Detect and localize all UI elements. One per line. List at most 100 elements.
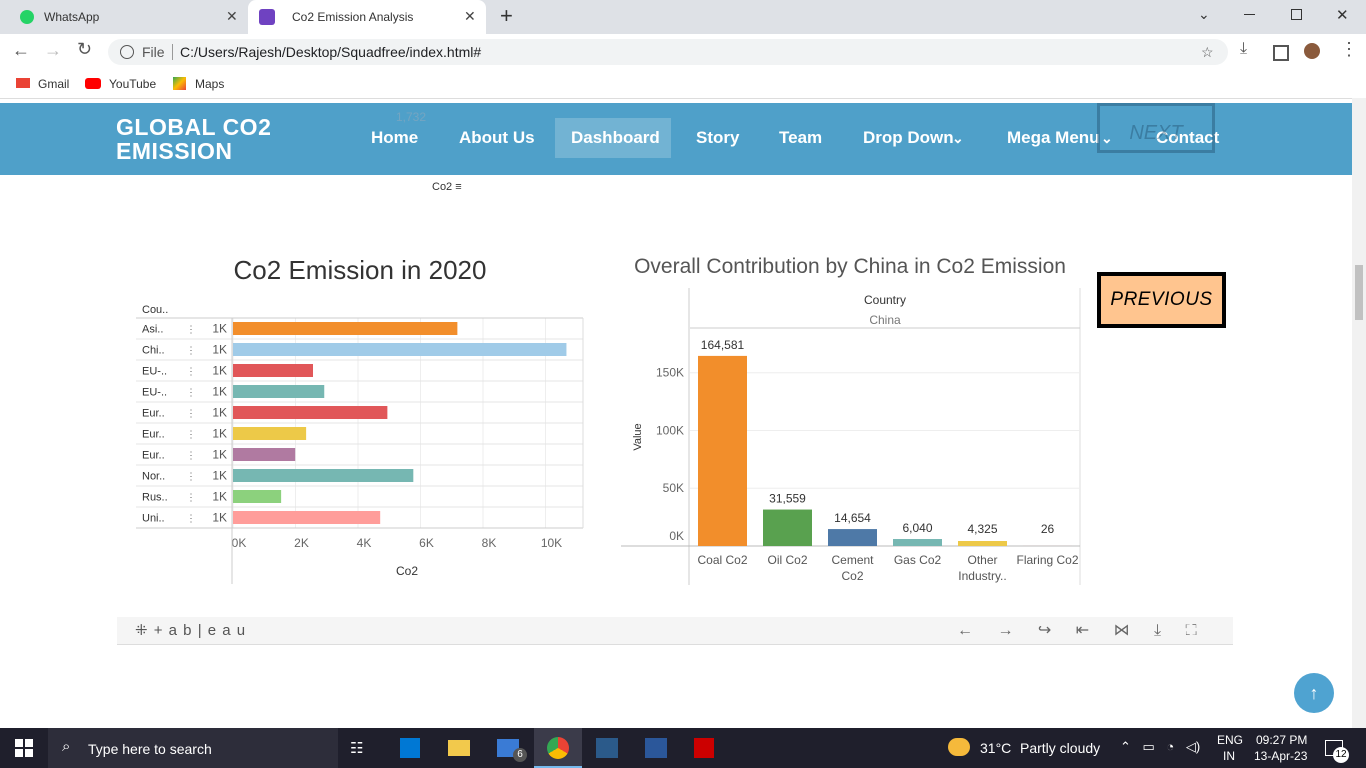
value-label: 6,040 (902, 521, 932, 535)
category-label: Asi.. (142, 324, 163, 336)
downloads[interactable]: ⤓ (1240, 40, 1248, 57)
app-icon[interactable] (596, 738, 618, 758)
x-tick-label: 4K (357, 536, 372, 550)
bar (233, 343, 567, 356)
clock-time[interactable]: 09:27 PM (1256, 733, 1308, 747)
column-value: China (869, 313, 901, 327)
notification-count: 12 (1333, 747, 1349, 763)
category-label: Eur.. (142, 429, 165, 441)
close-tab[interactable]: ✕ (464, 8, 476, 24)
bar (233, 448, 296, 461)
url: C:/Users/Rajesh/Desktop/Squadfree/index.… (180, 44, 482, 60)
row-label: 1K (212, 364, 227, 378)
nav-link[interactable]: Team (779, 128, 823, 147)
tab[interactable]: WhatsApp (0, 0, 246, 34)
row-label: 1K (212, 427, 227, 441)
forward[interactable]: → (44, 40, 62, 60)
store-icon[interactable] (400, 738, 420, 758)
close-window[interactable]: ✕ (1336, 7, 1349, 24)
next-button[interactable]: NEXT (1097, 103, 1215, 153)
search-box[interactable]: ⌕ Type here to search (48, 728, 338, 768)
scheme-label: File (142, 44, 165, 60)
row-label: 1K (212, 385, 227, 399)
temperature[interactable]: 31°C (980, 740, 1012, 756)
reload[interactable]: ↻ (77, 39, 93, 59)
tray-icons[interactable]: ⌃ ▭ ◔ ◁) (1120, 739, 1201, 754)
back-to-top[interactable]: ↑ (1294, 673, 1334, 713)
gmail-icon (16, 78, 30, 88)
nav-link[interactable]: Drop Down (863, 128, 954, 147)
row-icon: ⋮ (186, 493, 196, 504)
clock-date[interactable]: 13-Apr-23 (1254, 749, 1308, 763)
x-tick-label: 0K (232, 536, 247, 550)
chrome-icon (547, 737, 569, 759)
bookmark[interactable]: Gmail (38, 77, 70, 91)
menu[interactable]: ⋮ (1340, 39, 1358, 59)
sort-label[interactable]: Co2 ≡ (432, 181, 462, 193)
tab-active[interactable]: Co2 Emission Analysis (248, 0, 486, 34)
category-label: Chi.. (142, 345, 165, 357)
row-icon: ⋮ (186, 367, 196, 378)
bootstrap-icon (259, 9, 275, 25)
category-label: Nor.. (142, 471, 165, 483)
y-tick-label: 50K (663, 481, 684, 495)
back[interactable]: ← (12, 40, 30, 60)
y-axis-title: Value (632, 423, 644, 450)
category-label: Eur.. (142, 450, 165, 462)
bookmark-star[interactable]: ☆ (1201, 44, 1214, 60)
nav-link[interactable]: Mega Menu (1007, 128, 1100, 147)
word-icon[interactable] (645, 738, 667, 758)
previous-label: PREVIOUS (1101, 276, 1222, 324)
nav-link[interactable]: About Us (459, 128, 535, 147)
tableau-actions[interactable]: ← → ↪ ⇤ ⋈ ⤓ ⛶ (957, 622, 1197, 639)
restore[interactable] (1291, 9, 1302, 20)
tab-search[interactable]: ⌄ (1198, 6, 1210, 22)
category-label: Rus.. (142, 492, 168, 504)
region[interactable]: IN (1223, 749, 1235, 763)
row-label: 1K (212, 343, 227, 357)
side-panel[interactable] (1273, 45, 1289, 61)
acrobat-icon[interactable] (694, 738, 714, 758)
nav-link[interactable]: Dashboard (571, 128, 660, 147)
task-view[interactable]: ☷ (350, 740, 364, 757)
minimize[interactable] (1244, 14, 1255, 15)
bookmark[interactable]: YouTube (109, 77, 157, 91)
profile[interactable] (1304, 43, 1320, 59)
start-button[interactable] (15, 739, 33, 757)
weather[interactable]: Partly cloudy (1020, 740, 1101, 756)
row-label: 1K (212, 448, 227, 462)
column-header: Country (864, 293, 906, 307)
mail-badge: 6 (513, 748, 527, 762)
chrome-task[interactable] (534, 728, 582, 768)
tab-strip: WhatsApp ✕ Co2 Emission Analysis ✕ + ⌄ ✕ (0, 0, 1366, 34)
category-label: EU-.. (142, 387, 167, 399)
tableau-logo[interactable]: ⁜ + a b | e a u (135, 622, 247, 639)
previous-button[interactable]: PREVIOUS (1097, 272, 1226, 328)
row-icon: ⋮ (186, 346, 196, 357)
scroll-thumb[interactable] (1355, 265, 1363, 320)
language[interactable]: ENG (1217, 733, 1244, 747)
explorer-icon[interactable] (448, 740, 470, 756)
brand[interactable]: GLOBAL CO2 EMISSION (116, 114, 272, 164)
row-label: 1K (212, 511, 227, 525)
row-icon: ⋮ (186, 388, 196, 399)
nav-link[interactable]: Home (371, 128, 419, 147)
x-tick-label: 2K (294, 536, 309, 550)
youtube-icon (85, 78, 101, 89)
nav-link[interactable]: Contact (1156, 128, 1220, 147)
tableau-logo-text: + a b | e a u (153, 622, 247, 639)
new-tab[interactable]: + (500, 3, 513, 28)
x-tick-label: 6K (419, 536, 434, 550)
bar (233, 511, 381, 524)
bookmark[interactable]: Maps (195, 77, 225, 91)
omnibox[interactable]: File C:/Users/Rajesh/Desktop/Squadfree/i… (108, 39, 1228, 65)
nav-link[interactable]: Story (696, 128, 740, 147)
chart-title: Overall Contribution by China in Co2 Emi… (634, 255, 1066, 278)
bar (233, 406, 388, 419)
bar (233, 469, 414, 482)
row-icon: ⋮ (186, 325, 196, 336)
close-tab[interactable]: ✕ (226, 8, 238, 24)
row-label: 1K (212, 322, 227, 336)
